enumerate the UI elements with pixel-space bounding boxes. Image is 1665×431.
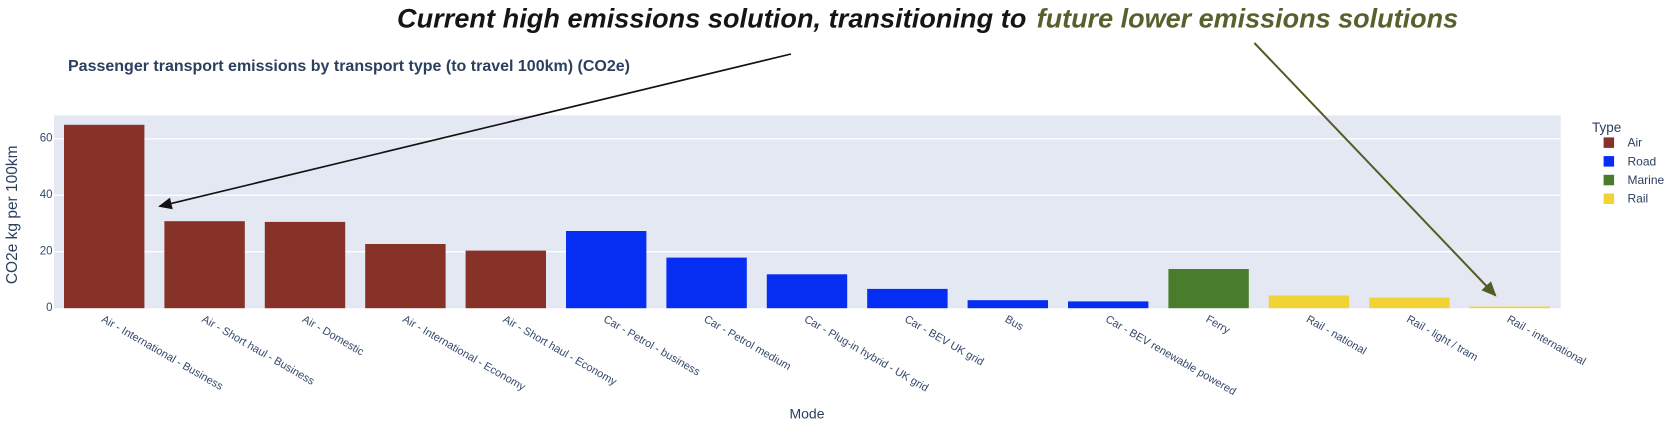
svg-text:Type: Type <box>1592 120 1621 135</box>
svg-text:Car - BEV UK grid: Car - BEV UK grid <box>902 313 985 368</box>
svg-text:Rail: Rail <box>1628 192 1649 206</box>
svg-text:40: 40 <box>40 189 53 201</box>
svg-text:Passenger transport emissions: Passenger transport emissions by transpo… <box>68 58 630 75</box>
svg-text:Air - Short haul - Business: Air - Short haul - Business <box>200 313 317 388</box>
svg-text:Current high emissions solutio: Current high emissions solution, transit… <box>397 4 1026 34</box>
svg-text:Air: Air <box>1628 136 1643 150</box>
svg-text:Air - Domestic: Air - Domestic <box>300 313 366 358</box>
svg-text:0: 0 <box>46 302 52 314</box>
svg-text:Mode: Mode <box>789 405 824 421</box>
svg-text:CO2e kg per 100km: CO2e kg per 100km <box>4 145 21 284</box>
svg-text:Car - Petrol medium: Car - Petrol medium <box>702 313 793 373</box>
svg-text:Rail - international: Rail - international <box>1505 313 1588 368</box>
svg-text:Rail - national: Rail - national <box>1304 313 1368 357</box>
svg-text:Marine: Marine <box>1628 173 1665 187</box>
svg-text:20: 20 <box>40 245 53 257</box>
svg-text:60: 60 <box>40 133 53 145</box>
svg-text:Bus: Bus <box>1003 313 1026 333</box>
svg-text:Road: Road <box>1628 154 1657 168</box>
svg-text:Car - Petrol - business: Car - Petrol - business <box>601 313 702 378</box>
svg-text:future lower emissions solutio: future lower emissions solutions <box>1037 4 1459 34</box>
svg-text:Rail - light / tram: Rail - light / tram <box>1404 313 1479 363</box>
svg-text:Ferry: Ferry <box>1204 313 1233 336</box>
